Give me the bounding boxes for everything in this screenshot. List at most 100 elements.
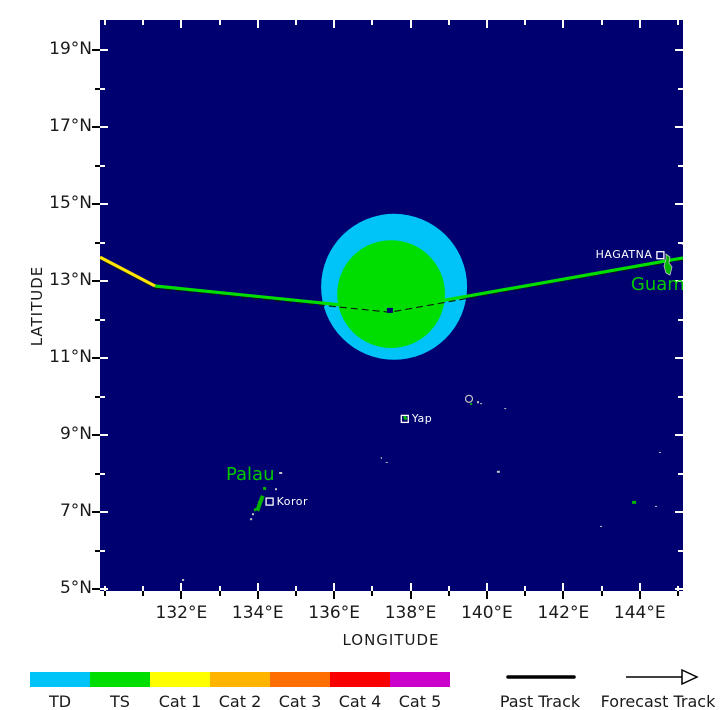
island [250, 518, 253, 521]
y-minor-tick-inner [100, 318, 105, 321]
x-minor-tick-inner [600, 20, 603, 25]
y-tick-label: 19°N [49, 39, 92, 60]
island [658, 452, 661, 453]
y-major-tick [92, 357, 100, 360]
x-minor-tick [600, 591, 603, 596]
x-minor-tick [371, 591, 374, 596]
y-major-tick-inner [100, 357, 108, 360]
y-tick-label: 7°N [59, 501, 92, 522]
y-major-tick-inner [675, 511, 683, 514]
y-major-tick-inner [100, 588, 108, 591]
y-major-tick-inner [100, 203, 108, 206]
y-minor-tick-inner [678, 87, 683, 90]
x-major-tick [256, 591, 259, 599]
x-major-tick-inner [333, 583, 336, 591]
x-minor-tick-inner [600, 586, 603, 591]
x-major-tick-inner [562, 583, 565, 591]
x-minor-tick [294, 591, 297, 596]
y-minor-tick-inner [100, 395, 105, 398]
legend-swatch-ts [90, 672, 150, 687]
x-minor-tick-inner [103, 20, 106, 25]
y-minor-tick [95, 87, 100, 90]
x-minor-tick [447, 591, 450, 596]
y-major-tick [92, 203, 100, 206]
y-minor-tick-inner [100, 87, 105, 90]
y-major-tick-inner [675, 203, 683, 206]
legend-label-cat5: Cat 5 [398, 692, 442, 710]
legend-swatch-cat5 [390, 672, 450, 687]
legend-swatch-cat2 [210, 672, 270, 687]
y-tick-label: 17°N [49, 116, 92, 137]
forecast-track-icon [626, 668, 699, 686]
legend-label-ts: TS [110, 692, 130, 710]
y-minor-tick [95, 472, 100, 475]
x-major-tick-inner [409, 583, 412, 591]
island [275, 488, 277, 491]
legend-swatch-cat1 [150, 672, 210, 687]
x-tick-label: 144°E [613, 603, 666, 623]
x-major-tick-inner [562, 20, 565, 28]
legend-label-cat3: Cat 3 [278, 692, 322, 710]
x-major-tick [562, 591, 565, 599]
city-label-yap: Yap [411, 411, 433, 425]
x-minor-tick-inner [218, 586, 221, 591]
x-minor-tick-inner [676, 20, 679, 25]
legend-label-cat4: Cat 4 [338, 692, 382, 710]
x-major-tick-inner [333, 20, 336, 28]
x-major-tick [333, 591, 336, 599]
y-minor-tick-inner [100, 241, 105, 244]
map-plot-area: HAGATNA Yap Koror Palau Guam [100, 20, 683, 591]
x-major-tick [409, 591, 412, 599]
y-major-tick-inner [100, 126, 108, 129]
y-minor-tick [95, 318, 100, 321]
island [477, 401, 479, 404]
y-major-tick-inner [100, 280, 108, 283]
legend-swatch-td [30, 672, 90, 687]
legend-swatch-cat3 [270, 672, 330, 687]
x-minor-tick-inner [218, 20, 221, 25]
x-minor-tick-inner [142, 20, 145, 25]
x-minor-tick-inner [371, 20, 374, 25]
island-guam [663, 253, 673, 276]
y-minor-tick-inner [100, 472, 105, 475]
y-minor-tick-inner [678, 472, 683, 475]
x-minor-tick [676, 591, 679, 596]
wind-radius-ts [337, 240, 445, 348]
y-minor-tick-inner [100, 549, 105, 552]
island [252, 513, 254, 516]
island [279, 472, 283, 474]
y-major-tick [92, 588, 100, 591]
x-minor-tick-inner [294, 586, 297, 591]
intensity-legend-labels: TD TS Cat 1 Cat 2 Cat 3 Cat 4 Cat 5 [30, 692, 450, 710]
island [655, 505, 657, 507]
city-marker-yap [400, 414, 409, 424]
y-minor-tick [95, 395, 100, 398]
legend-label-cat1: Cat 1 [158, 692, 202, 710]
x-major-tick-inner [638, 20, 641, 28]
legend-label-td: TD [48, 692, 72, 710]
y-tick-label: 11°N [49, 347, 92, 368]
x-tick-label: 134°E [231, 603, 284, 623]
x-major-tick-inner [256, 583, 259, 591]
x-major-tick [180, 591, 183, 599]
x-major-tick-inner [485, 20, 488, 28]
island [380, 457, 382, 459]
y-minor-tick-inner [678, 164, 683, 167]
island [257, 501, 261, 506]
past-track-label: Past Track [499, 692, 581, 710]
past-track-icon [506, 675, 576, 679]
y-tick-label: 9°N [59, 424, 92, 445]
y-tick-label: 13°N [49, 270, 92, 291]
y-major-tick-inner [100, 434, 108, 437]
island [402, 415, 408, 421]
island [470, 403, 473, 406]
x-minor-tick [218, 591, 221, 596]
x-minor-tick-inner [142, 586, 145, 591]
island [385, 462, 388, 463]
island [632, 500, 637, 504]
island [496, 470, 500, 473]
past-track-thin-line [100, 258, 683, 313]
x-tick-label: 136°E [308, 603, 360, 623]
x-major-tick-inner [485, 583, 488, 591]
